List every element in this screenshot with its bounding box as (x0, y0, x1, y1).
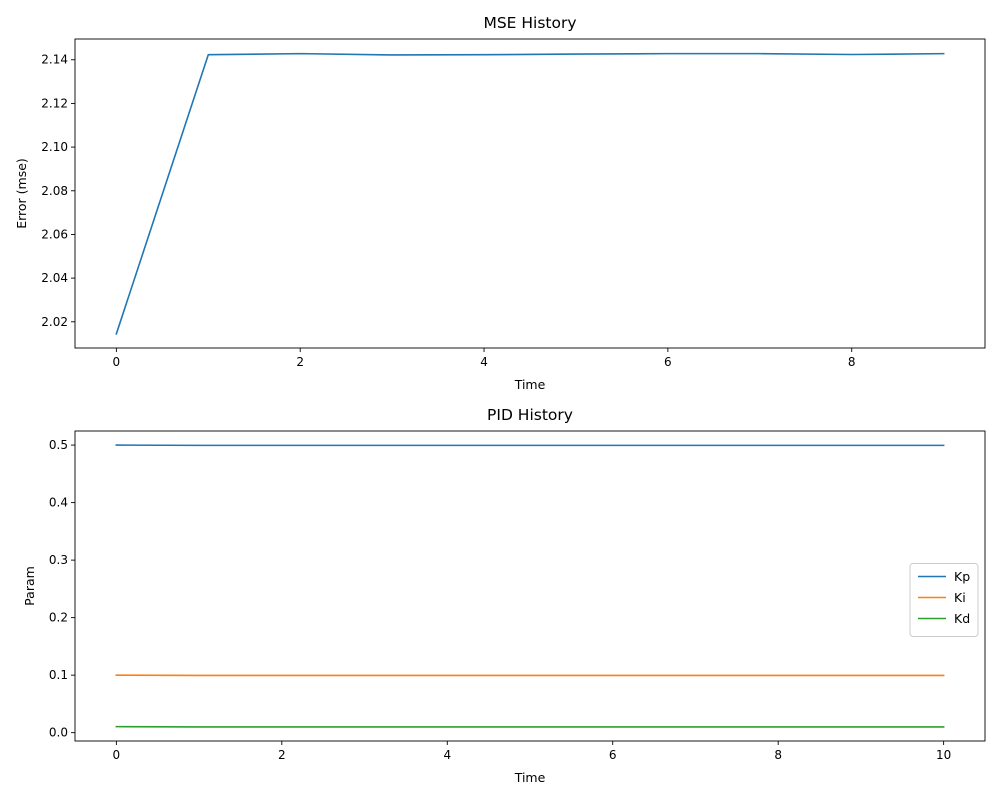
x-tick-label: 6 (609, 748, 617, 762)
y-tick-label: 0.5 (49, 438, 68, 452)
y-tick-label: 2.06 (41, 227, 68, 241)
chart-title: MSE History (483, 14, 576, 32)
legend-label-ki: Ki (954, 590, 966, 605)
y-tick-label: 2.02 (41, 315, 68, 329)
x-tick-label: 10 (936, 748, 951, 762)
legend-label-kd: Kd (954, 611, 970, 626)
x-tick-label: 2 (296, 355, 304, 369)
y-tick-label: 0.4 (49, 496, 68, 510)
x-tick-label: 2 (278, 748, 286, 762)
y-axis-label: Error (mse) (14, 158, 29, 229)
y-axis-label: Param (22, 566, 37, 606)
y-tick-label: 2.04 (41, 271, 68, 285)
y-tick-label: 0.0 (49, 726, 68, 740)
y-tick-label: 0.1 (49, 668, 68, 682)
x-tick-label: 8 (774, 748, 782, 762)
y-tick-label: 0.2 (49, 611, 68, 625)
x-tick-label: 0 (113, 355, 121, 369)
x-axis-label: Time (514, 770, 546, 785)
y-tick-label: 0.3 (49, 553, 68, 567)
x-tick-label: 4 (443, 748, 451, 762)
x-tick-label: 0 (113, 748, 121, 762)
legend: Kp Ki Kd (910, 564, 978, 637)
y-tick-label: 2.10 (41, 140, 68, 154)
chart-title: PID History (487, 406, 573, 424)
x-tick-label: 6 (664, 355, 672, 369)
y-tick-label: 2.08 (41, 184, 68, 198)
x-tick-label: 8 (848, 355, 856, 369)
y-tick-label: 2.14 (41, 53, 68, 67)
y-tick-label: 2.12 (41, 96, 68, 110)
x-axis-label: Time (514, 377, 546, 392)
x-tick-label: 4 (480, 355, 488, 369)
legend-label-kp: Kp (954, 569, 970, 584)
